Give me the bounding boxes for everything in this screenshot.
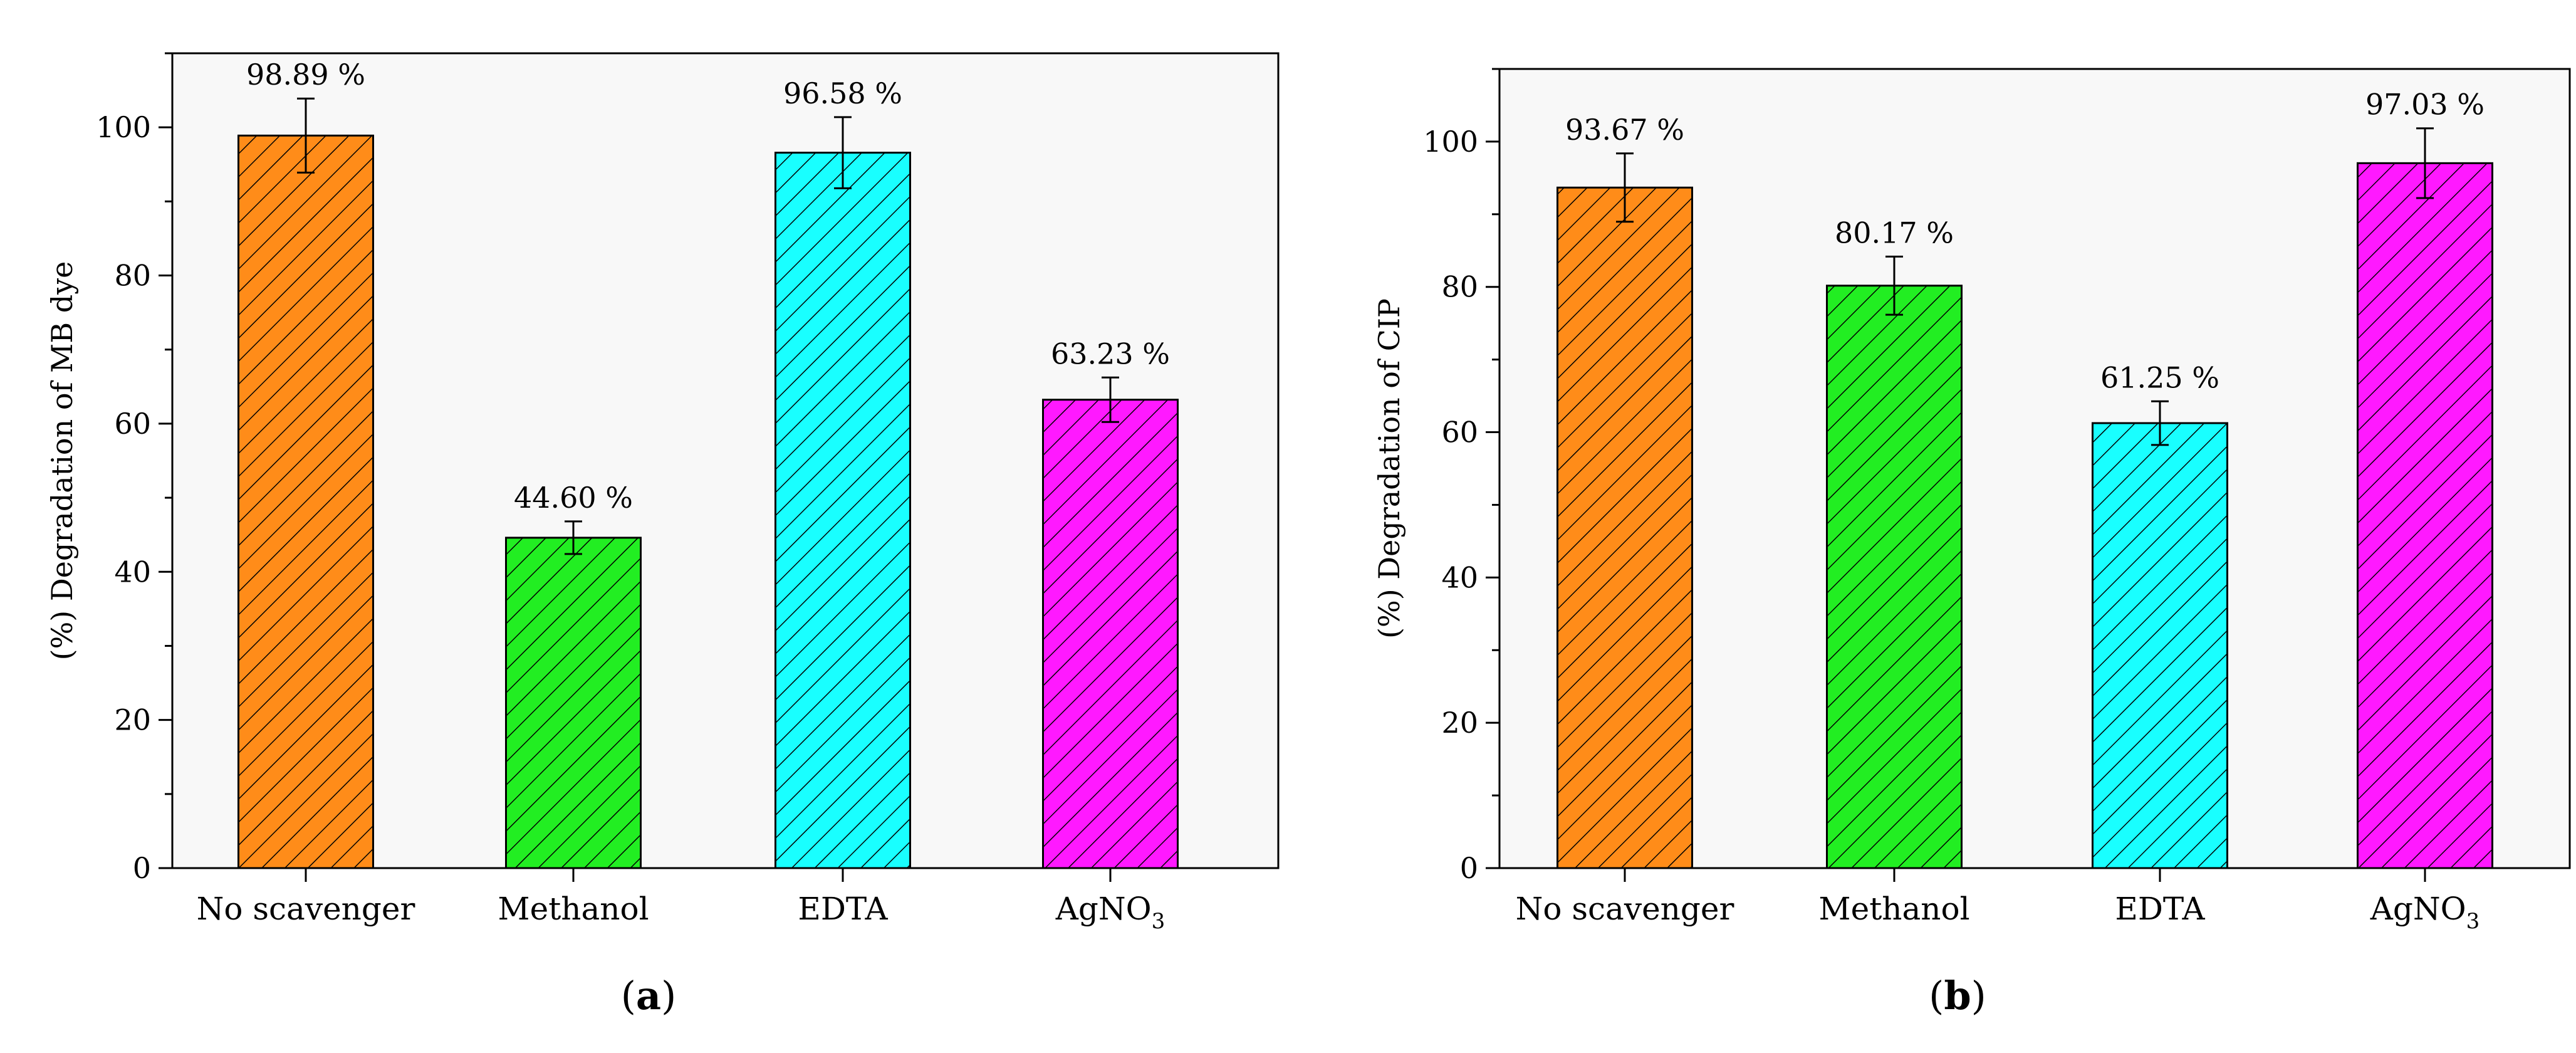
x-tick-label: Methanol (1818, 891, 1969, 927)
bar-hatch-edta (2092, 422, 2228, 869)
bar-hatch-methanol (505, 537, 642, 869)
bar-hatch-no-scavenger (1557, 186, 1693, 869)
x-tick-label: No scavenger (1516, 891, 1734, 927)
y-tick-label: 100 (96, 110, 151, 144)
bar-hatch-agno3 (2357, 162, 2493, 869)
panel-label-b: (b) (1929, 973, 1986, 1019)
y-tick-label: 40 (1441, 560, 1478, 594)
data-label: 97.03 % (2365, 88, 2485, 122)
x-tick-label: No scavenger (197, 891, 415, 927)
x-tick-label-main: AgNO (2370, 891, 2466, 927)
bar-hatch-edta (774, 152, 911, 869)
y-axis-label: (%) Degradation of MB dye (45, 261, 79, 661)
y-tick-label: 20 (114, 703, 151, 737)
chart-panel-a: 0 20 40 60 80 100 (%) Degradation of MB dye 98.… (45, 52, 1280, 1019)
y-tick-label: 60 (1441, 416, 1478, 449)
x-tick-label-subscript: 3 (2466, 909, 2480, 934)
y-tick-label: 0 (133, 851, 151, 885)
x-tick-label: EDTA (2115, 891, 2205, 927)
bar-hatch-agno3 (1042, 399, 1179, 869)
data-label: 93.67 % (1565, 113, 1684, 147)
data-label: 63.23 % (1051, 337, 1170, 370)
x-tick-label: AgNO3 (2370, 891, 2480, 934)
x-tick-label: Methanol (498, 891, 649, 927)
x-tick-label-main: No scavenger (1516, 891, 1734, 927)
data-label: 98.89 % (246, 58, 365, 92)
x-tick-label-main: Methanol (498, 891, 649, 927)
x-tick-label-main: No scavenger (197, 891, 415, 927)
y-tick-label: 60 (114, 407, 151, 441)
panel-label-letter: b (1944, 973, 1971, 1019)
panel-label-prefix: ( (621, 973, 636, 1019)
x-tick-label-main: EDTA (2115, 891, 2205, 927)
bar-hatch-methanol (1826, 285, 1963, 869)
y-axis-label: (%) Degradation of CIP (1372, 298, 1406, 639)
panel-label-prefix: ( (1929, 973, 1944, 1019)
y-tick-label: 100 (1423, 125, 1478, 159)
bar-hatch-no-scavenger (237, 134, 374, 869)
data-label: 96.58 % (783, 76, 902, 110)
x-tick-label: EDTA (798, 891, 888, 927)
x-tick-label: AgNO3 (1055, 891, 1165, 934)
panel-label-letter: a (636, 973, 661, 1019)
y-tick-label: 80 (1441, 270, 1478, 304)
panel-label-suffix: ) (661, 973, 676, 1019)
chart-panel-b: 0 20 40 60 80 100 (%) Degradation of CIP 93.67 … (1372, 68, 2571, 1019)
y-tick-label: 20 (1441, 706, 1478, 740)
x-tick-label-main: Methanol (1818, 891, 1969, 927)
x-tick-label-main: AgNO (1055, 891, 1152, 927)
panel-label-suffix: ) (1971, 973, 1986, 1019)
data-label: 80.17 % (1835, 216, 1954, 249)
data-label: 61.25 % (2100, 360, 2219, 394)
y-tick-label: 80 (114, 259, 151, 293)
x-tick-label-subscript: 3 (1152, 909, 1165, 934)
panel-label-a: (a) (621, 973, 677, 1019)
data-label: 44.60 % (514, 481, 633, 515)
x-tick-label-main: EDTA (798, 891, 888, 927)
y-tick-label: 40 (114, 555, 151, 589)
y-tick-label: 0 (1460, 851, 1478, 885)
